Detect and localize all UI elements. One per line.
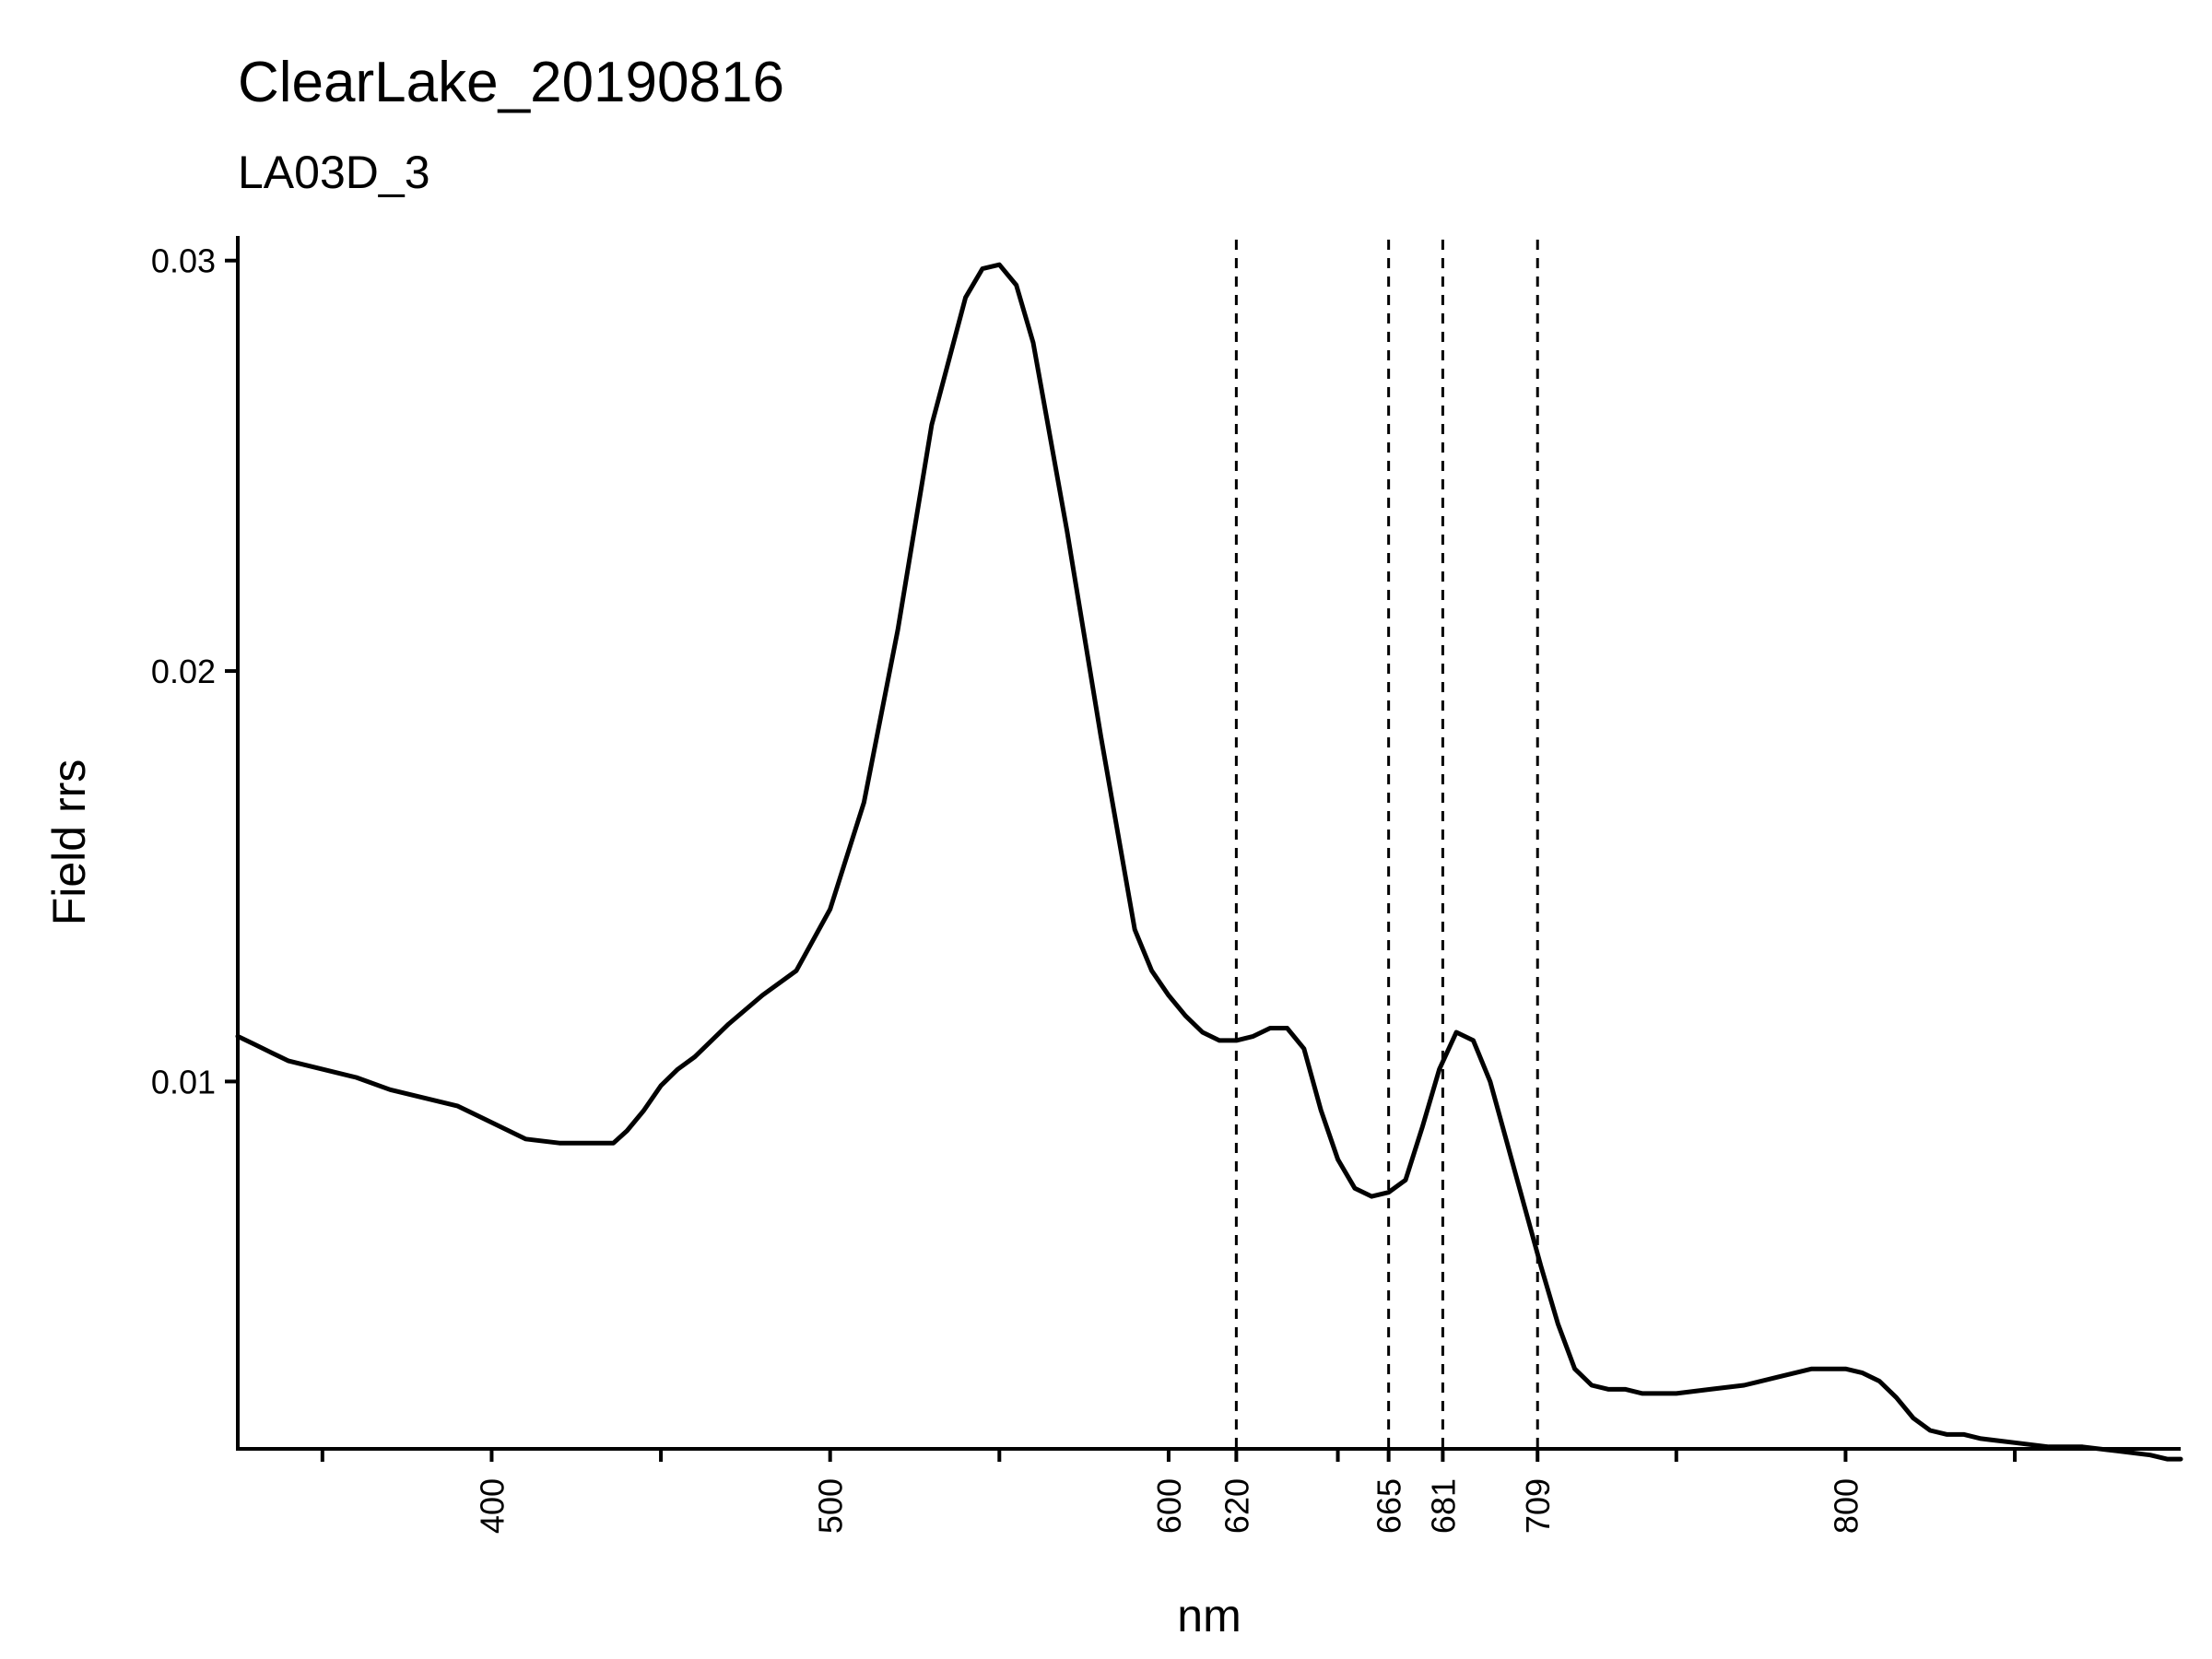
x-tick-label: 500 bbox=[812, 1478, 850, 1534]
x-tick-label: 400 bbox=[473, 1478, 511, 1534]
x-tick-label: 665 bbox=[1371, 1478, 1408, 1534]
reference-lines bbox=[1234, 240, 1539, 1449]
y-axis-label: Field rrs bbox=[43, 759, 95, 926]
x-tick-label: 681 bbox=[1424, 1478, 1462, 1534]
y-tick-label: 0.01 bbox=[151, 1063, 216, 1100]
y-tick-label: 0.03 bbox=[151, 242, 216, 280]
x-tick-label: 709 bbox=[1519, 1478, 1557, 1534]
y-tick-label: 0.02 bbox=[151, 653, 216, 690]
x-tick-label: 800 bbox=[1827, 1478, 1865, 1534]
chart-title: ClearLake_20190816 bbox=[238, 51, 784, 114]
x-tick-label: 600 bbox=[1150, 1478, 1188, 1534]
x-axis-ticks: 400 500 600 620 665 681 709 800 bbox=[320, 1449, 2018, 1534]
series-line bbox=[235, 262, 2183, 1462]
x-tick-label: 620 bbox=[1218, 1478, 1255, 1534]
x-axis-label: nm bbox=[1177, 1590, 1241, 1641]
y-axis-ticks: 0.01 0.02 0.03 bbox=[151, 242, 238, 1100]
chart-subtitle: LA03D_3 bbox=[238, 147, 430, 198]
